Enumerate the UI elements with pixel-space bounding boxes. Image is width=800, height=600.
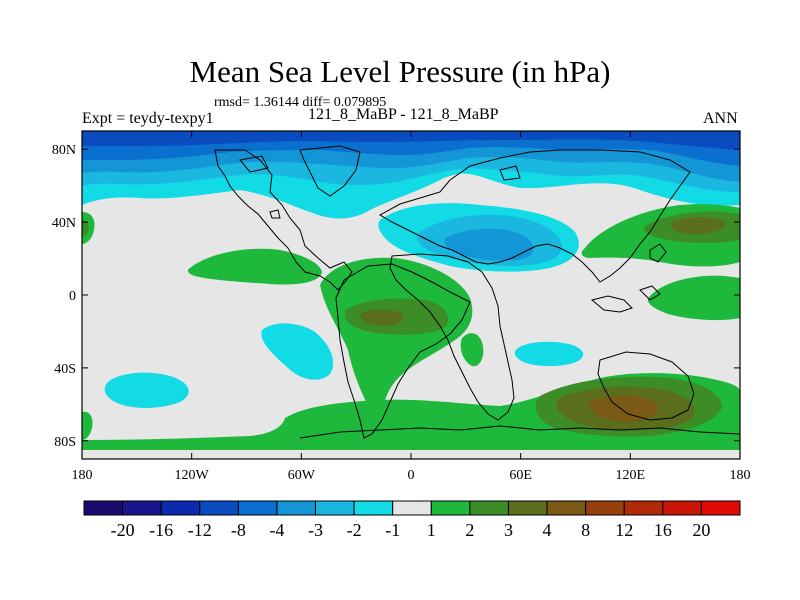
colorbar-swatch	[392, 500, 432, 516]
contour-africa-east	[460, 333, 484, 367]
contour-arctic-deepest	[82, 131, 740, 150]
coastlines	[214, 145, 740, 439]
colorbar-swatch	[546, 500, 587, 516]
colorbar-label: -3	[308, 520, 323, 540]
season-label: ANN	[703, 110, 738, 127]
case-label: 121_8_MaBP - 121_8_MaBP	[308, 106, 499, 123]
contour-indian-ocean	[514, 341, 584, 367]
lon-tick-label: 60W	[288, 468, 316, 483]
colorbar-swatch	[353, 500, 394, 516]
lat-tick-label: 0	[69, 289, 76, 304]
coastline-antarctica	[299, 425, 740, 439]
contour-south-america-4	[360, 309, 404, 326]
colorbar-label: 12	[615, 520, 633, 540]
contour-fill	[82, 131, 740, 459]
coastline-eurasia	[378, 149, 691, 283]
lon-tick-label: 180	[730, 468, 751, 483]
colorbar-label: 1	[427, 520, 436, 540]
colorbar-swatch	[160, 500, 201, 516]
contour-antarctic-west	[82, 411, 93, 440]
colorbar-swatch	[623, 500, 664, 516]
colorbar-label: 3	[504, 520, 513, 540]
coastline-africa	[389, 253, 515, 421]
colorbar-label: -16	[149, 520, 173, 540]
latitude-axis: 80N 40N 0 40S 80S	[52, 143, 740, 450]
colorbar-label: -12	[188, 520, 212, 540]
colorbar-label: -1	[385, 520, 400, 540]
lon-tick-label: 120E	[616, 468, 646, 483]
lat-tick-label: 40N	[52, 216, 76, 231]
coastline-south-america	[335, 263, 471, 439]
lat-tick-label: 40S	[54, 362, 76, 377]
colorbar-swatch	[122, 500, 162, 516]
coastline-north-america	[214, 149, 353, 291]
colorbar-swatch	[315, 500, 355, 516]
lat-tick-label: 80S	[54, 435, 76, 450]
contour-pacific-north	[187, 248, 322, 285]
coastline-japan	[649, 243, 667, 263]
contour-pacific-tropical	[648, 275, 740, 321]
colorbar-swatch	[276, 500, 317, 516]
colorbar-label: -8	[231, 520, 246, 540]
colorbar-swatch	[430, 500, 471, 516]
lon-tick-label: 120W	[175, 468, 210, 483]
contour-asia-deep	[444, 228, 534, 261]
colorbar-label: 2	[465, 520, 474, 540]
colorbar-swatch	[700, 500, 741, 516]
lat-tick-label: 80N	[52, 143, 76, 158]
colorbar-label: 4	[543, 520, 552, 540]
coastline-indonesia	[590, 285, 661, 313]
coastline-australia	[597, 351, 695, 421]
colorbar-swatch	[199, 500, 239, 516]
longitude-axis: 180 120W 60W 0 60E 120E 180	[72, 131, 751, 483]
colorbar-swatch	[662, 500, 702, 516]
experiment-label: Expt = teydy-texpy1	[82, 110, 214, 127]
coastline-greenland	[299, 145, 361, 197]
colorbar-swatch	[237, 500, 278, 516]
lon-tick-label: 180	[72, 468, 93, 483]
colorbar-label: -2	[347, 520, 362, 540]
stats-line: rmsd= 1.36144 diff= 0.079895	[214, 95, 387, 110]
contour-south-east-pacific	[261, 323, 334, 380]
lon-tick-label: 60E	[509, 468, 532, 483]
colorbar-swatch	[507, 500, 548, 516]
colorbar-label: 8	[581, 520, 590, 540]
lon-tick-label: 0	[408, 468, 415, 483]
colorbar: -20 -16 -12 -8 -4 -3 -2 -1 1 2 3 4 8 12 16 20	[83, 500, 741, 540]
contour-north-pacific-4	[671, 217, 726, 234]
plot-title: Mean Sea Level Pressure (in hPa)	[189, 54, 611, 89]
contour-south-pacific	[104, 372, 189, 408]
contour-southern-ocean-8	[588, 395, 659, 422]
coastline-arctic-islands	[239, 155, 521, 219]
colorbar-swatch	[469, 500, 509, 516]
contour-pacific-west-edge-3	[82, 220, 89, 236]
colorbar-swatch	[585, 500, 625, 516]
colorbar-label: 20	[692, 520, 710, 540]
colorbar-label: 16	[654, 520, 672, 540]
colorbar-label: -20	[111, 520, 135, 540]
colorbar-label: -4	[269, 520, 284, 540]
colorbar-swatch	[83, 500, 124, 516]
